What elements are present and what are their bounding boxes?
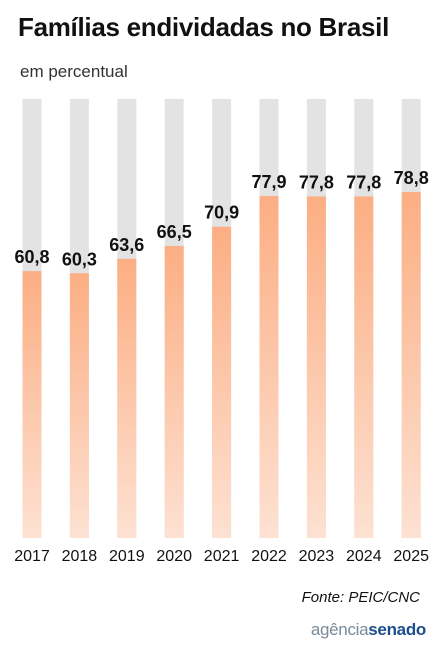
x-tick-label-2020: 2020 (156, 548, 192, 565)
value-label-2023: 77,8 (299, 172, 334, 192)
bar-2019 (117, 258, 137, 538)
x-tick-label-2019: 2019 (109, 548, 145, 565)
bar-2018 (69, 273, 89, 538)
value-label-2024: 77,8 (346, 172, 381, 192)
bar-2020 (164, 246, 184, 538)
logo-text-agencia: agência (310, 620, 369, 639)
x-tick-label-2022: 2022 (251, 548, 287, 565)
x-tick-label-2024: 2024 (346, 548, 382, 565)
chart-subtitle: em percentual (20, 62, 128, 81)
x-tick-label-2023: 2023 (299, 548, 335, 565)
agencia-senado-logo[interactable]: agênciasenado (311, 620, 426, 640)
bar-2025 (401, 192, 421, 538)
source-note: Fonte: PEIC/CNC (301, 589, 420, 606)
x-tick-label-2018: 2018 (62, 548, 98, 565)
value-label-2021: 70,9 (204, 203, 239, 223)
bar-2017 (22, 271, 42, 538)
x-tick-label-2025: 2025 (393, 548, 429, 565)
value-labels-layer: 60,8 60,3 63,6 66,5 70,9 77,9 77,8 77,8 78,8 (14, 168, 428, 269)
value-label-2019: 63,6 (109, 235, 144, 255)
value-label-2025: 78,8 (394, 168, 429, 188)
bar-2021 (212, 226, 232, 538)
value-label-2020: 66,5 (157, 222, 192, 242)
value-label-2022: 77,9 (251, 172, 286, 192)
value-label-2018: 60,3 (62, 249, 97, 269)
value-label-2017: 60,8 (14, 247, 49, 267)
x-tick-label-2017: 2017 (14, 548, 50, 565)
chart-title: Famílias endividadas no Brasil (18, 12, 390, 42)
bars-layer (22, 99, 421, 539)
bar-2023 (306, 196, 326, 538)
x-axis-ticks-layer: 2017 2018 2019 2020 2021 2022 2023 2024 2025 (14, 548, 429, 565)
x-tick-label-2021: 2021 (204, 548, 240, 565)
bar-2024 (354, 196, 374, 538)
logo-text-senado: senado (368, 620, 426, 639)
bar-2022 (259, 196, 279, 539)
